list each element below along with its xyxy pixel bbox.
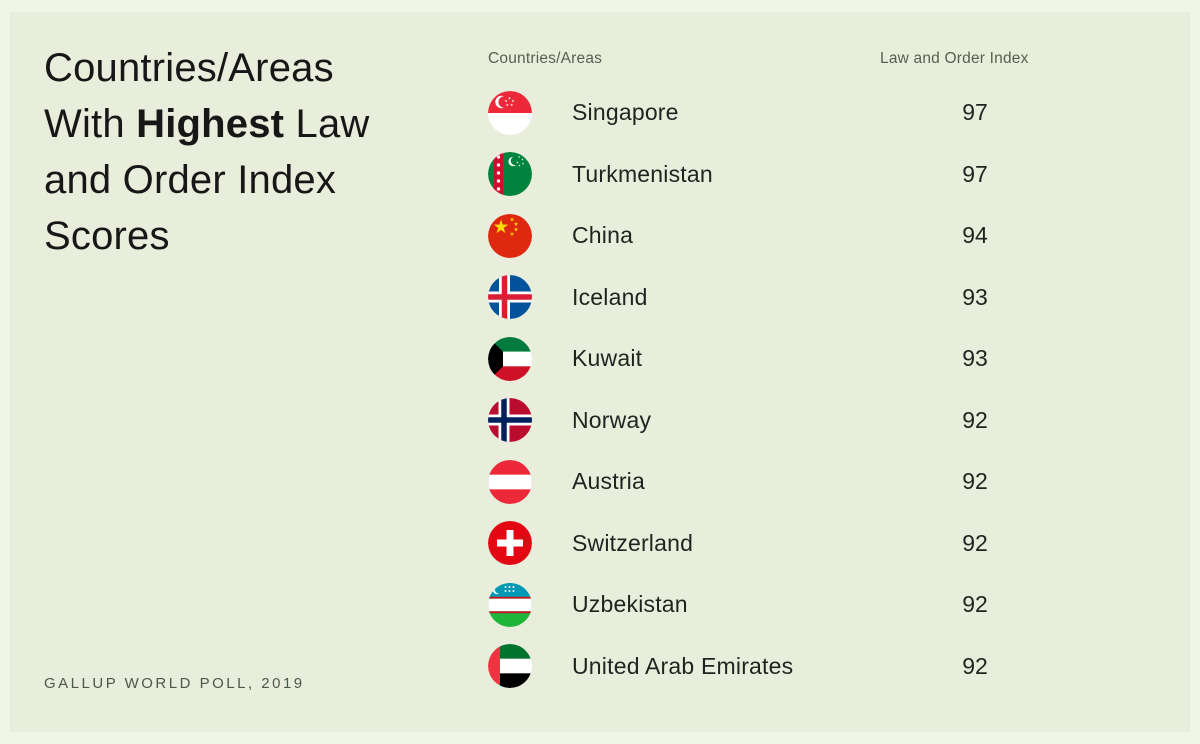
norway-flag-icon xyxy=(488,398,532,443)
score-value: 93 xyxy=(962,283,988,310)
country-name: Uzbekistan xyxy=(572,591,688,618)
iceland-flag-icon xyxy=(488,275,532,320)
country-name: Norway xyxy=(572,406,652,433)
table-rows: Singapore 97 Turkmenistan 97 China 94 Iceland 9… xyxy=(488,82,1088,697)
table-row: China 94 xyxy=(488,205,1088,267)
table-row: Iceland 93 xyxy=(488,267,1088,329)
turkmenistan-flag-icon xyxy=(488,152,532,197)
score-value: 92 xyxy=(962,529,988,556)
column-header-index: Law and Order Index xyxy=(880,50,1029,67)
country-name: Switzerland xyxy=(572,529,694,556)
title-text-post: Law and Order Index Scores xyxy=(44,102,370,258)
uzbekistan-flag-icon xyxy=(488,582,532,627)
table-row: Uzbekistan 92 xyxy=(488,574,1088,636)
kuwait-flag-icon xyxy=(488,336,532,381)
country-name: United Arab Emirates xyxy=(572,652,794,679)
uae-flag-icon xyxy=(488,644,532,689)
china-flag-icon xyxy=(488,213,532,258)
score-value: 93 xyxy=(962,345,988,372)
country-name: Kuwait xyxy=(572,345,643,372)
country-name: Austria xyxy=(572,468,645,495)
score-value: 92 xyxy=(962,652,988,679)
table-header: Countries/Areas Law and Order Index xyxy=(488,50,1088,68)
country-name: Turkmenistan xyxy=(572,160,713,187)
country-name: Singapore xyxy=(572,99,679,126)
score-value: 92 xyxy=(962,406,988,433)
score-value: 92 xyxy=(962,468,988,495)
table-row: Singapore 97 xyxy=(488,82,1088,144)
ranking-table: Countries/Areas Law and Order Index Sing… xyxy=(488,50,1088,697)
table-row: Norway 92 xyxy=(488,390,1088,452)
singapore-flag-icon xyxy=(488,90,532,135)
chart-card: Countries/Areas With Highest Law and Ord… xyxy=(10,12,1190,732)
country-name: Iceland xyxy=(572,283,648,310)
chart-title: Countries/Areas With Highest Law and Ord… xyxy=(44,40,414,264)
title-text-bold: Highest xyxy=(136,102,285,146)
table-row: United Arab Emirates 92 xyxy=(488,636,1088,698)
score-value: 92 xyxy=(962,591,988,618)
table-row: Switzerland 92 xyxy=(488,513,1088,575)
country-name: China xyxy=(572,222,634,249)
score-value: 94 xyxy=(962,222,988,249)
table-row: Kuwait 93 xyxy=(488,328,1088,390)
switzerland-flag-icon xyxy=(488,521,532,566)
table-row: Austria 92 xyxy=(488,451,1088,513)
source-label: GALLUP WORLD POLL, 2019 xyxy=(44,675,305,692)
score-value: 97 xyxy=(962,99,988,126)
table-row: Turkmenistan 97 xyxy=(488,144,1088,206)
column-header-countries: Countries/Areas xyxy=(488,50,603,67)
title-text-pre: Countries/Areas With xyxy=(44,46,334,146)
austria-flag-icon xyxy=(488,459,532,504)
score-value: 97 xyxy=(962,160,988,187)
